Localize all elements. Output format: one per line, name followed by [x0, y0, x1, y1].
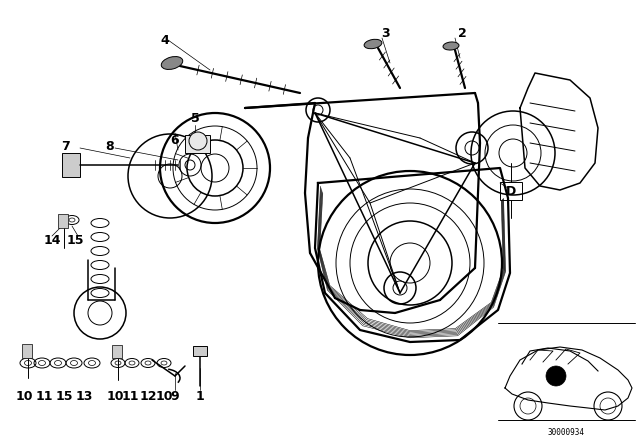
Bar — [185, 135, 210, 153]
Text: 12: 12 — [140, 389, 157, 402]
Bar — [500, 182, 522, 200]
Ellipse shape — [443, 42, 459, 50]
Polygon shape — [520, 73, 598, 190]
Bar — [62, 153, 80, 177]
Text: 2: 2 — [458, 26, 467, 39]
Circle shape — [546, 366, 566, 386]
Text: 11: 11 — [35, 389, 52, 402]
Text: D: D — [506, 185, 516, 198]
Text: 4: 4 — [161, 34, 170, 47]
Text: 10: 10 — [15, 389, 33, 402]
Bar — [193, 346, 207, 356]
Circle shape — [189, 132, 207, 150]
Text: 5: 5 — [191, 112, 200, 125]
Bar — [58, 214, 68, 228]
Text: 7: 7 — [61, 139, 69, 152]
Bar — [22, 344, 32, 358]
Text: 10: 10 — [156, 389, 173, 402]
Text: 10: 10 — [106, 389, 124, 402]
Text: 8: 8 — [106, 139, 115, 152]
Text: 14: 14 — [44, 233, 61, 246]
Text: 11: 11 — [121, 389, 139, 402]
Ellipse shape — [161, 56, 183, 69]
Text: 30000934: 30000934 — [547, 427, 584, 436]
Bar — [112, 345, 122, 358]
Ellipse shape — [364, 39, 382, 49]
Text: 9: 9 — [171, 389, 179, 402]
Text: 15: 15 — [67, 233, 84, 246]
Text: 1: 1 — [196, 389, 204, 402]
Text: 15: 15 — [55, 389, 73, 402]
Text: 6: 6 — [171, 134, 179, 146]
Text: 3: 3 — [381, 26, 389, 39]
Text: 13: 13 — [76, 389, 93, 402]
